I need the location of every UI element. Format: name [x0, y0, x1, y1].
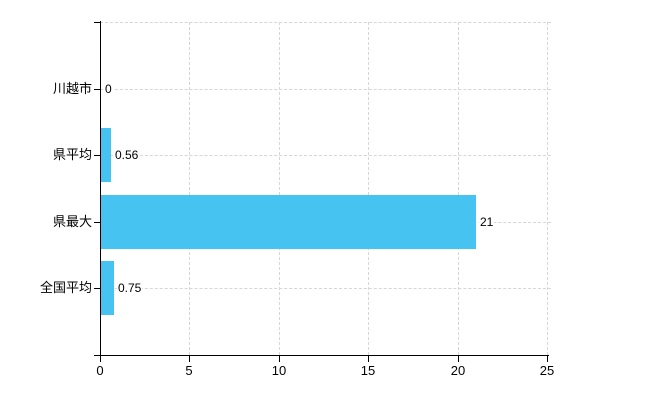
x-axis-tick: [189, 355, 190, 362]
h-gridline: [100, 288, 551, 289]
x-axis-tick: [368, 355, 369, 362]
y-axis-label: 県平均: [52, 147, 92, 162]
h-gridline: [100, 155, 551, 156]
x-axis-tick-label: 25: [539, 363, 555, 378]
bar-value-label: 0: [104, 82, 113, 96]
h-gridline: [100, 89, 551, 90]
y-axis-line: [100, 21, 101, 355]
v-gridline: [547, 22, 548, 355]
x-axis-tick: [279, 355, 280, 362]
bar-value-label: 0.75: [117, 281, 143, 295]
x-axis-line: [94, 355, 549, 356]
y-axis-label: 川越市: [52, 81, 92, 96]
bar-value-label: 21: [479, 215, 495, 229]
v-gridline: [279, 22, 280, 355]
x-axis-tick-label: 15: [360, 363, 376, 378]
v-gridline: [458, 22, 459, 355]
x-axis-tick-label: 5: [185, 363, 193, 378]
bar: [101, 261, 114, 315]
bar: [101, 128, 111, 182]
y-axis-tick: [94, 22, 100, 23]
x-axis-tick: [100, 355, 101, 362]
y-axis-tick: [94, 155, 100, 156]
h-gridline: [100, 22, 551, 23]
y-axis-tick: [94, 288, 100, 289]
y-axis-label: 全国平均: [39, 280, 92, 295]
v-gridline: [368, 22, 369, 355]
x-axis-tick-label: 20: [450, 363, 466, 378]
y-axis-label: 県最大: [52, 214, 92, 229]
y-axis-tick: [94, 89, 100, 90]
v-gridline: [189, 22, 190, 355]
x-axis-tick: [458, 355, 459, 362]
bar: [101, 195, 476, 249]
x-axis-tick-label: 0: [96, 363, 104, 378]
x-axis-tick: [547, 355, 548, 362]
x-axis-tick-label: 10: [271, 363, 287, 378]
y-axis-tick: [94, 222, 100, 223]
bar-value-label: 0.56: [114, 148, 140, 162]
